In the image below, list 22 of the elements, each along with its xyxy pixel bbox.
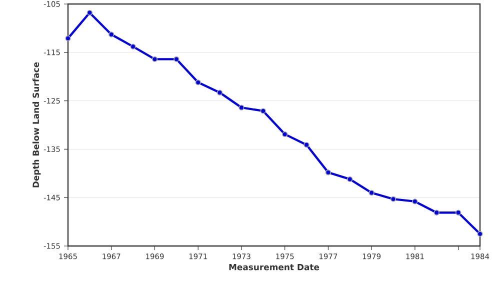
point — [174, 56, 180, 62]
point — [282, 131, 288, 138]
point — [86, 10, 93, 16]
point — [152, 56, 158, 62]
point — [477, 231, 483, 237]
point — [434, 210, 440, 216]
point — [347, 176, 353, 182]
point — [455, 210, 462, 216]
point — [65, 36, 71, 42]
point — [130, 44, 136, 50]
point — [260, 108, 266, 114]
point — [238, 104, 244, 110]
x-axis-title: Measurement Date — [229, 264, 320, 270]
point — [304, 142, 310, 148]
y-axis-title: Depth Below Land Surface — [32, 62, 41, 188]
point — [368, 190, 374, 196]
point — [412, 198, 418, 204]
point — [195, 80, 201, 86]
point — [108, 32, 114, 38]
point — [325, 170, 332, 176]
point — [216, 90, 223, 96]
point — [390, 196, 396, 202]
